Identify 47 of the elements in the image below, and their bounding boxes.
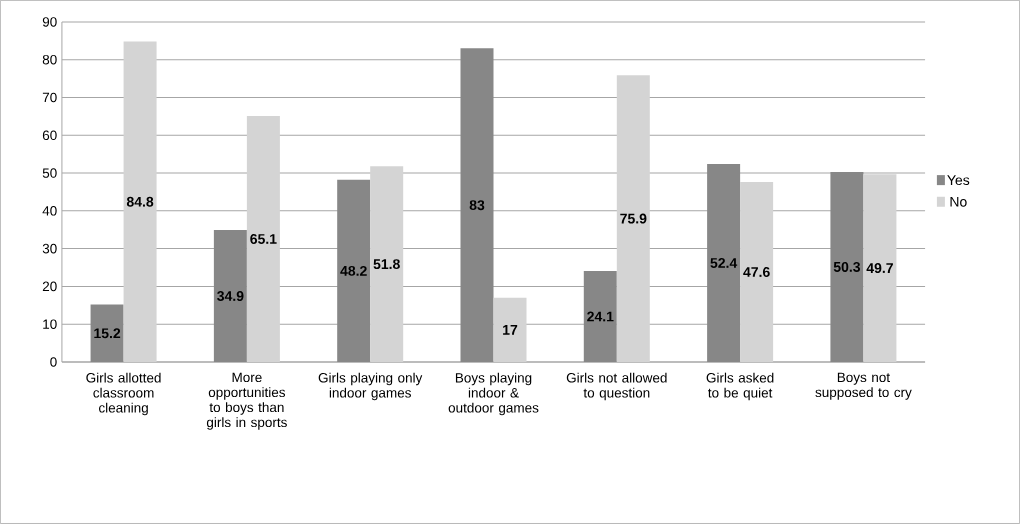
x-tick-label: Boys playing indoor & outdoor games xyxy=(448,372,539,416)
data-label: 65.1 xyxy=(250,234,277,244)
bar xyxy=(370,166,404,363)
data-label: 24.1 xyxy=(587,311,614,322)
x-tick-label: Girls playing only indoor games xyxy=(318,372,423,401)
legend-label: No xyxy=(950,196,967,207)
data-label: 75.9 xyxy=(620,213,647,224)
bar xyxy=(616,75,650,363)
data-label: 52.4 xyxy=(710,258,738,268)
bar xyxy=(337,179,371,363)
legend-label: Yes xyxy=(947,175,970,186)
y-tick-label: 70 xyxy=(42,92,57,103)
bar xyxy=(90,304,124,363)
y-tick-label: 50 xyxy=(42,168,57,178)
y-tick-label: 10 xyxy=(43,319,57,329)
y-tick-label: 60 xyxy=(42,130,57,141)
y-tick-label: 0 xyxy=(50,357,57,367)
bar xyxy=(863,174,897,363)
bar xyxy=(740,182,774,363)
bar xyxy=(246,116,280,363)
x-tick-label: Girls allotted classroom cleaning xyxy=(86,372,161,416)
data-label: 34.9 xyxy=(217,291,244,302)
bar xyxy=(123,41,157,363)
data-label: 83 xyxy=(469,200,485,211)
bar xyxy=(583,270,617,363)
x-tick-label: Girls not allowed to question xyxy=(566,372,667,401)
x-tick-label: Girls asked to be quiet xyxy=(706,372,774,401)
x-tick-label: Boys not supposed to cry xyxy=(815,372,912,400)
y-tick-label: 40 xyxy=(42,206,57,216)
data-label: 84.8 xyxy=(126,196,154,207)
bar xyxy=(707,164,741,363)
bar xyxy=(493,297,527,363)
bar xyxy=(460,48,494,363)
data-label: 47.6 xyxy=(743,267,770,278)
bar xyxy=(830,171,864,363)
data-label: 48.2 xyxy=(340,265,367,276)
data-label: 15.2 xyxy=(94,328,121,339)
y-tick-label: 30 xyxy=(42,243,57,254)
data-label: 50.3 xyxy=(833,262,861,272)
bar xyxy=(213,230,247,363)
x-tick-label: More opportunities to boys than girls in sports xyxy=(206,372,287,430)
y-tick-label: 90 xyxy=(42,17,57,27)
data-label: 51.8 xyxy=(373,259,400,270)
y-tick-label: 80 xyxy=(42,54,57,65)
data-label: 17 xyxy=(503,325,518,335)
y-tick-label: 20 xyxy=(42,281,57,292)
data-label: 49.7 xyxy=(866,263,893,274)
